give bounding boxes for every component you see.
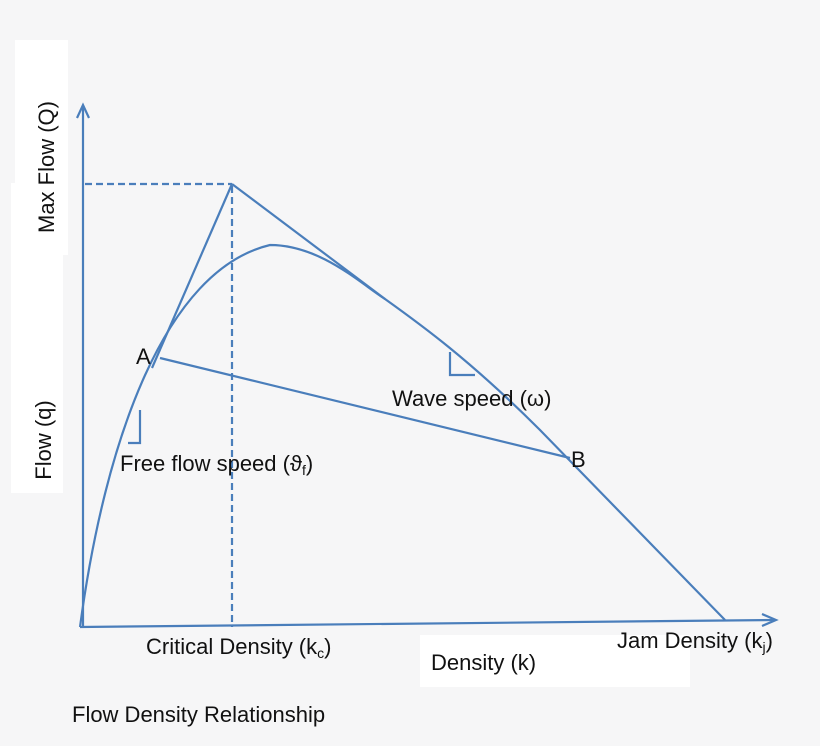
- critical-density-label: Critical Density (kc): [146, 634, 331, 661]
- y-axis-arrow-icon: [76, 102, 90, 119]
- x-axis: [79, 618, 775, 629]
- density-label: Density (k): [431, 650, 537, 675]
- free-flow-tangent-line: [150, 183, 234, 369]
- free-flow-close: ): [305, 451, 314, 476]
- wave-slope-marker: [448, 352, 475, 377]
- free-flow-speed-label: Free flow speed (ϑf): [120, 451, 313, 478]
- jam-density-subscript: j: [762, 639, 766, 655]
- caption: Flow Density Relationship: [72, 702, 326, 727]
- free-flow-subscript: f: [302, 462, 306, 478]
- wave-tangent-line: [231, 183, 386, 300]
- critical-density-text: Critical Density (k: [146, 634, 318, 659]
- critical-density-subscript: c: [317, 645, 325, 661]
- max-flow-label: Max Flow (Q): [34, 101, 59, 233]
- flow-label-box: [11, 183, 63, 493]
- jam-density-text: Jam Density (k: [617, 628, 763, 653]
- free-flow-slope-marker: [128, 410, 142, 445]
- wave-speed-label: Wave speed (ω): [392, 386, 552, 411]
- x-axis-arrow-icon: [761, 612, 779, 628]
- flow-density-curve: [78, 243, 726, 628]
- jam-density-label: Jam Density (kj): [617, 628, 773, 655]
- point-b-label: B: [571, 447, 586, 472]
- point-a-label: A: [136, 344, 151, 369]
- chord-a-b: [159, 356, 571, 460]
- jam-density-close: ): [765, 628, 773, 653]
- density-label-box: [420, 635, 690, 687]
- flow-label: Flow (q): [31, 400, 56, 480]
- critical-density-close: ): [324, 634, 332, 659]
- free-flow-text: Free flow speed (ϑ: [120, 451, 302, 476]
